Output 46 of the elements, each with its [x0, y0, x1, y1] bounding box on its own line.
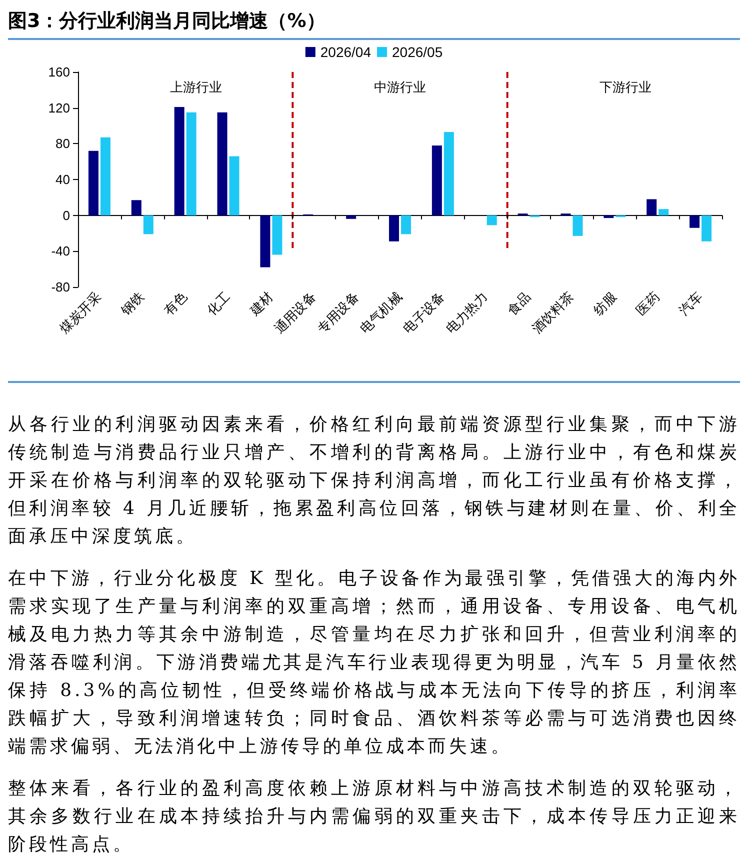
bar [260, 215, 270, 268]
text: 整体来看，各行业的盈利高度依赖上游原材料与中游高技术制造的双轮驱动，其余多数行业在成本持续抬升与内需偏弱的双重夹击下，成本传导压力正迎来阶段性高点。 [8, 777, 740, 857]
bar [604, 215, 614, 218]
bar [174, 106, 184, 216]
y-tick-label: 80 [56, 136, 70, 152]
annotation: 下游行业 [599, 80, 652, 96]
bar [346, 215, 356, 219]
annotation: 中游行业 [374, 80, 426, 96]
y-tick-label: 120 [48, 100, 70, 116]
bar [186, 112, 196, 216]
x-tick-label: 有色 [162, 290, 191, 319]
x-tick-label: 钢铁 [118, 290, 148, 320]
chart-title: 图3：分行业利润当月同比增速（%） [8, 8, 740, 40]
legend-label: 2026/05 [392, 44, 443, 60]
bar [143, 215, 154, 234]
bar [432, 145, 442, 216]
bar [272, 215, 282, 255]
x-tick-label: 化工 [204, 290, 234, 319]
y-tick-label: 160 [48, 64, 70, 80]
bar [444, 132, 454, 216]
x-tick-label: 电力热力 [444, 290, 492, 338]
annotation: 上游行业 [170, 80, 222, 96]
y-tick-label: 40 [56, 172, 70, 187]
bar [100, 137, 110, 216]
bar [401, 215, 411, 234]
bar [690, 215, 700, 228]
bar [658, 209, 669, 216]
x-tick-label: 食品 [505, 290, 534, 319]
bar [486, 215, 497, 226]
bar [646, 199, 657, 216]
text: 在中下游，行业分化极度 K 型化。电子设备作为最强引擎，凭借强大的海内外需求实现了生产量与利润率的双重高增；然而，通用设备、专用设备、电气机械及电力热力等其余中游制造，尽管量均在尽力扩张和回升，但营业利润率的滑落吞噬利润。下游消费端尤其是汽车行业表现得更为明显，汽车 5 月量依然保持 8.3%的高位韧性，但受终端价格战与成本无法向下传导的挤压，利润率跌幅扩大，导致利润增速转负；同时食品、酒饮料茶等必需与可选消费也因终端需求偏弱、无法消化中上游传导的单位成本而失速。 [8, 567, 740, 759]
bar [131, 200, 142, 216]
x-tick-label: 汽车 [676, 290, 706, 319]
x-tick-label: 医药 [634, 290, 663, 319]
bar [217, 112, 228, 216]
legend-label: 2026/04 [320, 44, 372, 60]
x-tick-label: 纺服 [590, 290, 620, 319]
bar [572, 215, 583, 236]
y-tick-label: 0 [62, 208, 70, 223]
bar [88, 150, 98, 216]
y-tick-label: -40 [51, 244, 70, 259]
bar [702, 215, 712, 242]
bar [389, 215, 399, 242]
text: 从各行业的利润驱动因素来看，价格红利向最前端资源型行业集聚，而中下游传统制造与消费品行业只增产、不增利的背离格局。上游行业中，有色和煤炭开采在价格与利润率的双轮驱动下保持利润高增，而化工行业虽有价格支撑，但利润率较 4 月几近腰斩，拖累盈利高位回落，钢铁与建材则在量、价、利全面承压中深度筑底。 [8, 413, 740, 549]
y-tick-label: -80 [51, 280, 70, 294]
bar [229, 156, 240, 216]
